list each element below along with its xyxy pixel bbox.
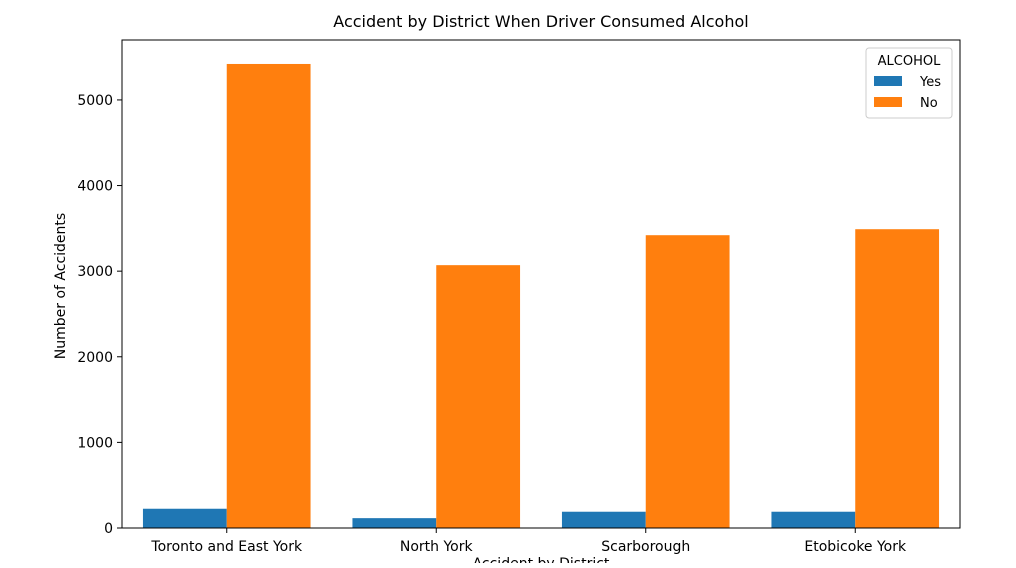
legend-label-no: No [920,96,938,111]
x-tick-label-scarborough: Scarborough [601,539,690,555]
bar-scarborough-yes [562,512,646,528]
x-tick-label-etobicoke-york: Etobicoke York [804,539,907,555]
bar-toronto-and-east-york-no [227,64,311,528]
y-axis: 0 1000 2000 3000 4000 5000 [77,93,122,537]
y-tick-label-4000: 4000 [77,179,113,195]
y-tick-label-3000: 3000 [77,264,113,280]
bar-scarborough-no [646,235,730,528]
y-axis-label: Number of Accidents [53,213,69,359]
x-tick-label-toronto-and-east-york: Toronto and East York [150,539,303,555]
bar-toronto-and-east-york-yes [143,509,227,528]
x-axis-label: Accident by District [473,556,610,563]
legend-swatch-yes [874,76,902,86]
y-tick-label-2000: 2000 [77,350,113,366]
x-axis: Toronto and East York North York Scarborou… [150,528,907,555]
x-tick-label-north-york: North York [400,539,474,555]
chart-title: Accident by District When Driver Consume… [333,12,748,31]
bar-north-york-no [436,265,520,528]
legend: ALCOHOL Yes No [866,48,952,118]
legend-swatch-no [874,97,902,107]
bar-etobicoke-york-yes [771,512,855,528]
y-tick-label-5000: 5000 [77,93,113,109]
bar-north-york-yes [352,518,436,528]
legend-title: ALCOHOL [878,54,941,69]
legend-label-yes: Yes [919,75,941,90]
y-tick-label-0: 0 [104,521,113,537]
bar-etobicoke-york-no [855,229,939,528]
y-tick-label-1000: 1000 [77,435,113,451]
bars-layer [143,64,939,528]
